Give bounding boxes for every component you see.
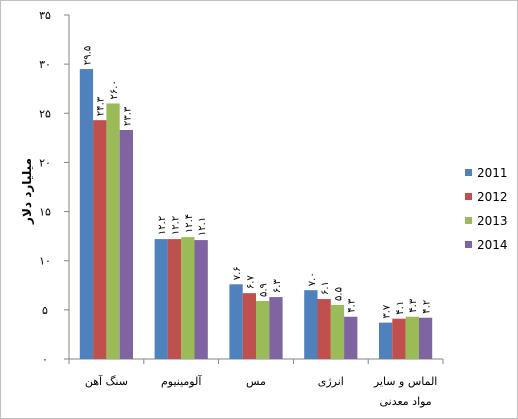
bar-2012-3 xyxy=(317,299,331,359)
data-label: ۴.۲ xyxy=(422,300,433,314)
x-category-label: الماس و سایر xyxy=(373,375,438,388)
bar-2012-1 xyxy=(167,239,182,359)
bars xyxy=(79,69,433,360)
y-tick-label: ۳۵ xyxy=(39,9,51,22)
data-label: ۴.۳ xyxy=(347,298,358,313)
legend: 2011 2012 2013 2014 xyxy=(465,166,508,252)
y-tick-label: ۲۰ xyxy=(39,156,51,169)
y-tick-label: ۲۵ xyxy=(39,107,51,120)
bar-2012-2 xyxy=(242,293,256,359)
y-tick-label: ۰ xyxy=(42,353,48,366)
y-axis-title: میلیارد دلار xyxy=(20,158,34,225)
legend-label-2013: 2013 xyxy=(477,214,508,228)
data-label: ۷.۶ xyxy=(232,266,243,280)
data-label: ۴.۱ xyxy=(395,301,406,315)
bar-2011-1 xyxy=(154,239,168,359)
legend-swatch-2012 xyxy=(465,193,472,200)
x-category-label: سنگ آهن xyxy=(85,374,128,388)
data-label: ۶.۳ xyxy=(272,279,283,294)
bar-2014-0 xyxy=(119,129,133,359)
y-tick-label: ۳۰ xyxy=(39,58,51,71)
data-label: ۲۶.۰ xyxy=(109,80,120,99)
bar-2012-0 xyxy=(93,120,107,359)
bar-2011-3 xyxy=(304,290,318,359)
bar-2013-4 xyxy=(405,316,419,359)
data-label: ۱۲.۲ xyxy=(171,216,182,235)
x-category-label: انرژی xyxy=(318,375,344,388)
y-axis-ticks: ۰ ۵ ۱۰ ۱۵ ۲۰ ۲۵ ۳۰ ۳۵ xyxy=(39,9,69,366)
data-label: ۶.۷ xyxy=(245,275,256,290)
data-label: ۲۳.۳ xyxy=(122,106,133,126)
bar-2013-1 xyxy=(181,237,195,359)
bar-2014-3 xyxy=(344,316,358,359)
x-axis-categories: سنگ آهن آلومینیوم مس انرژی الماس و سایر مواد … xyxy=(68,359,444,408)
bar-2013-3 xyxy=(330,304,345,359)
legend-label-2011: 2011 xyxy=(477,166,508,180)
y-tick-label: ۵ xyxy=(42,304,48,317)
data-label: ۶.۱ xyxy=(320,281,331,295)
bar-2013-0 xyxy=(106,103,120,359)
data-label: ۲۴.۳ xyxy=(96,96,107,116)
bar-2011-4 xyxy=(379,322,393,359)
data-label: ۵.۵ xyxy=(333,287,344,301)
data-label: ۱۲.۲ xyxy=(157,216,168,235)
data-label: ۱۲.۴ xyxy=(184,214,195,233)
legend-swatch-2013 xyxy=(465,217,472,224)
data-label: ۷.۰ xyxy=(307,272,318,286)
data-label: ۲۹.۵ xyxy=(82,46,93,65)
data-label: ۳.۷ xyxy=(382,304,393,319)
legend-swatch-2011 xyxy=(465,169,472,176)
data-label: ۴.۳ xyxy=(408,298,419,313)
bar-2013-2 xyxy=(256,301,270,359)
x-category-label: مواد معدنی xyxy=(379,395,431,408)
bar-2011-0 xyxy=(79,69,94,360)
data-label: ۱۲.۱ xyxy=(197,217,208,236)
x-category-label: آلومینیوم xyxy=(161,374,202,388)
legend-label-2014: 2014 xyxy=(477,238,508,252)
legend-label-2012: 2012 xyxy=(477,190,508,204)
legend-swatch-2014 xyxy=(465,241,472,248)
bar-2014-4 xyxy=(418,317,433,359)
bar-2011-2 xyxy=(229,284,243,359)
bar-2014-1 xyxy=(194,240,208,359)
x-category-label: مس xyxy=(246,375,266,388)
bar-2012-4 xyxy=(392,318,406,359)
data-label: ۵.۹ xyxy=(259,283,270,297)
y-tick-label: ۱۰ xyxy=(39,255,51,268)
y-tick-label: ۱۵ xyxy=(39,206,51,219)
data-labels: ۲۹.۵ ۱۲.۲ ۷.۶ ۷.۰ ۳.۷ ۲۴.۳ ۱۲.۲ ۶.۷ ۶.۱ ۴.۱ ۲۶.۰ ۱۲… xyxy=(82,46,432,319)
bar-2014-2 xyxy=(269,297,283,359)
